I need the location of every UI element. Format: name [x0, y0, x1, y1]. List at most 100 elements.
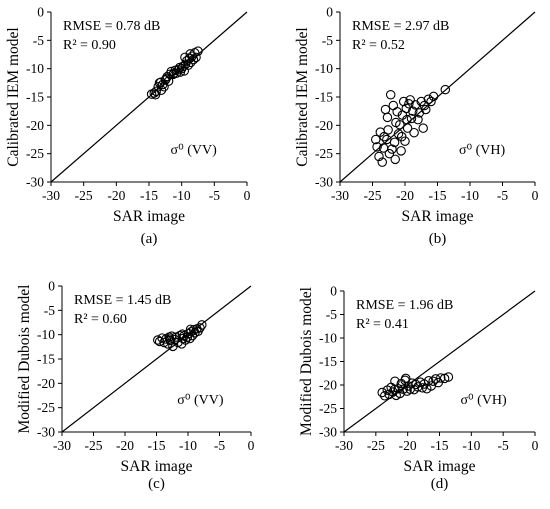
x-tick-label: -20 — [396, 188, 414, 203]
data-point — [413, 382, 423, 392]
y-tick-label: -20 — [26, 118, 44, 133]
data-point — [389, 137, 400, 148]
data-point — [404, 99, 414, 109]
x-axis-label: SAR image — [113, 208, 185, 225]
data-point — [418, 123, 428, 133]
data-point — [401, 373, 411, 384]
y-tick-label: -15 — [26, 90, 44, 105]
panel-label: (c) — [148, 476, 165, 492]
y-tick-label: -25 — [26, 146, 44, 161]
data-point — [392, 106, 402, 117]
data-point — [150, 89, 161, 100]
data-point — [401, 103, 412, 114]
data-point — [183, 60, 193, 71]
data-point — [433, 377, 443, 388]
y-tick-label: -30 — [26, 175, 44, 190]
rmse-annotation: RMSE = 1.96 dB — [356, 298, 453, 313]
x-tick-label: 0 — [532, 188, 539, 203]
x-tick-label: -5 — [498, 438, 509, 453]
y-axis-label: Calibrated IEM model — [294, 27, 311, 166]
data-point — [372, 142, 382, 152]
data-point — [151, 86, 161, 97]
x-tick-label: -20 — [107, 188, 125, 203]
polarization-annotation: σ⁰ (VV) — [177, 393, 224, 408]
y-tick-label: 0 — [326, 5, 333, 20]
y-tick-label: -5 — [33, 33, 44, 48]
data-point — [174, 62, 185, 73]
data-point — [195, 323, 205, 333]
data-point — [185, 49, 195, 59]
one-to-one-line — [50, 11, 248, 183]
data-point — [402, 114, 412, 125]
y-tick-label: -5 — [44, 303, 55, 318]
data-point — [184, 53, 195, 64]
rmse-annotation: RMSE = 1.45 dB — [74, 293, 171, 308]
y-tick-label: -15 — [319, 354, 337, 369]
chart-panel-2: -30 -25 -20 -15 -10 -5 0 0 -5 -10 -15 -20 -25 -30 RMSE… — [294, 5, 539, 248]
data-point — [410, 100, 421, 110]
one-to-one-line — [61, 285, 252, 433]
data-point — [423, 376, 434, 386]
data-point — [379, 131, 389, 142]
x-tick-label: -25 — [364, 188, 382, 203]
x-tick-label: -15 — [148, 438, 166, 453]
data-point — [387, 144, 397, 154]
data-point — [377, 387, 387, 398]
x-axis-label: SAR image — [404, 458, 476, 475]
y-tick-label: -5 — [326, 307, 337, 322]
data-point — [379, 391, 390, 401]
data-point — [413, 114, 423, 125]
x-tick-label: -15 — [140, 188, 158, 203]
data-point — [169, 68, 179, 78]
polarization-annotation: σ⁰ (VH) — [459, 143, 506, 158]
y-tick-label: -25 — [319, 401, 337, 416]
data-point — [396, 131, 407, 142]
panel-label: (b) — [429, 231, 447, 247]
x-tick-label: 0 — [532, 438, 539, 453]
y-axis-label: Modified Dubois model — [16, 285, 33, 434]
data-point — [166, 66, 176, 77]
x-tick-label: -20 — [399, 438, 417, 453]
data-point — [406, 113, 417, 124]
data-point — [380, 104, 391, 115]
y-tick-label: -30 — [315, 175, 333, 190]
y-tick-label: 0 — [330, 284, 337, 299]
polarization-annotation: σ⁰ (VH) — [461, 393, 508, 408]
data-point — [436, 373, 446, 383]
x-tick-label: -25 — [367, 438, 385, 453]
x-tick-label: -30 — [53, 438, 71, 453]
data-point — [185, 333, 195, 344]
y-tick-label: -10 — [319, 331, 337, 346]
chart-panel-1: -30 -25 -20 -15 -10 -5 0 0 -5 -10 -15 -20 -25 -30 RMSE… — [5, 5, 251, 248]
data-point — [428, 91, 439, 102]
y-tick-label: -30 — [319, 425, 337, 440]
y-tick-label: -10 — [26, 61, 44, 76]
y-tick-label: -30 — [37, 425, 55, 440]
data-point — [408, 106, 418, 116]
rmse-annotation: RMSE = 0.78 dB — [63, 19, 160, 34]
y-tick-label: -25 — [315, 146, 333, 161]
x-tick-label: -10 — [179, 438, 197, 453]
r2-annotation: R² = 0.60 — [74, 312, 127, 327]
x-tick-label: -30 — [335, 438, 353, 453]
y-tick-label: -10 — [315, 61, 333, 76]
panel-label: (d) — [431, 476, 449, 492]
rmse-annotation: RMSE = 2.97 dB — [352, 19, 449, 34]
y-tick-label: -25 — [37, 400, 55, 415]
x-tick-label: -10 — [461, 188, 479, 203]
x-axis-label: SAR image — [402, 208, 474, 225]
data-point — [185, 324, 196, 335]
x-tick-label: -5 — [209, 188, 220, 203]
data-point — [421, 104, 431, 115]
data-point — [388, 100, 399, 111]
x-tick-label: -5 — [214, 438, 225, 453]
x-tick-label: -10 — [462, 438, 480, 453]
x-tick-label: -10 — [173, 188, 191, 203]
data-point — [389, 384, 400, 395]
data-point — [440, 84, 451, 95]
y-tick-label: 0 — [37, 5, 44, 20]
data-point — [197, 320, 207, 330]
data-point — [161, 74, 171, 84]
x-axis-label: SAR image — [121, 458, 193, 475]
data-point — [396, 146, 406, 156]
